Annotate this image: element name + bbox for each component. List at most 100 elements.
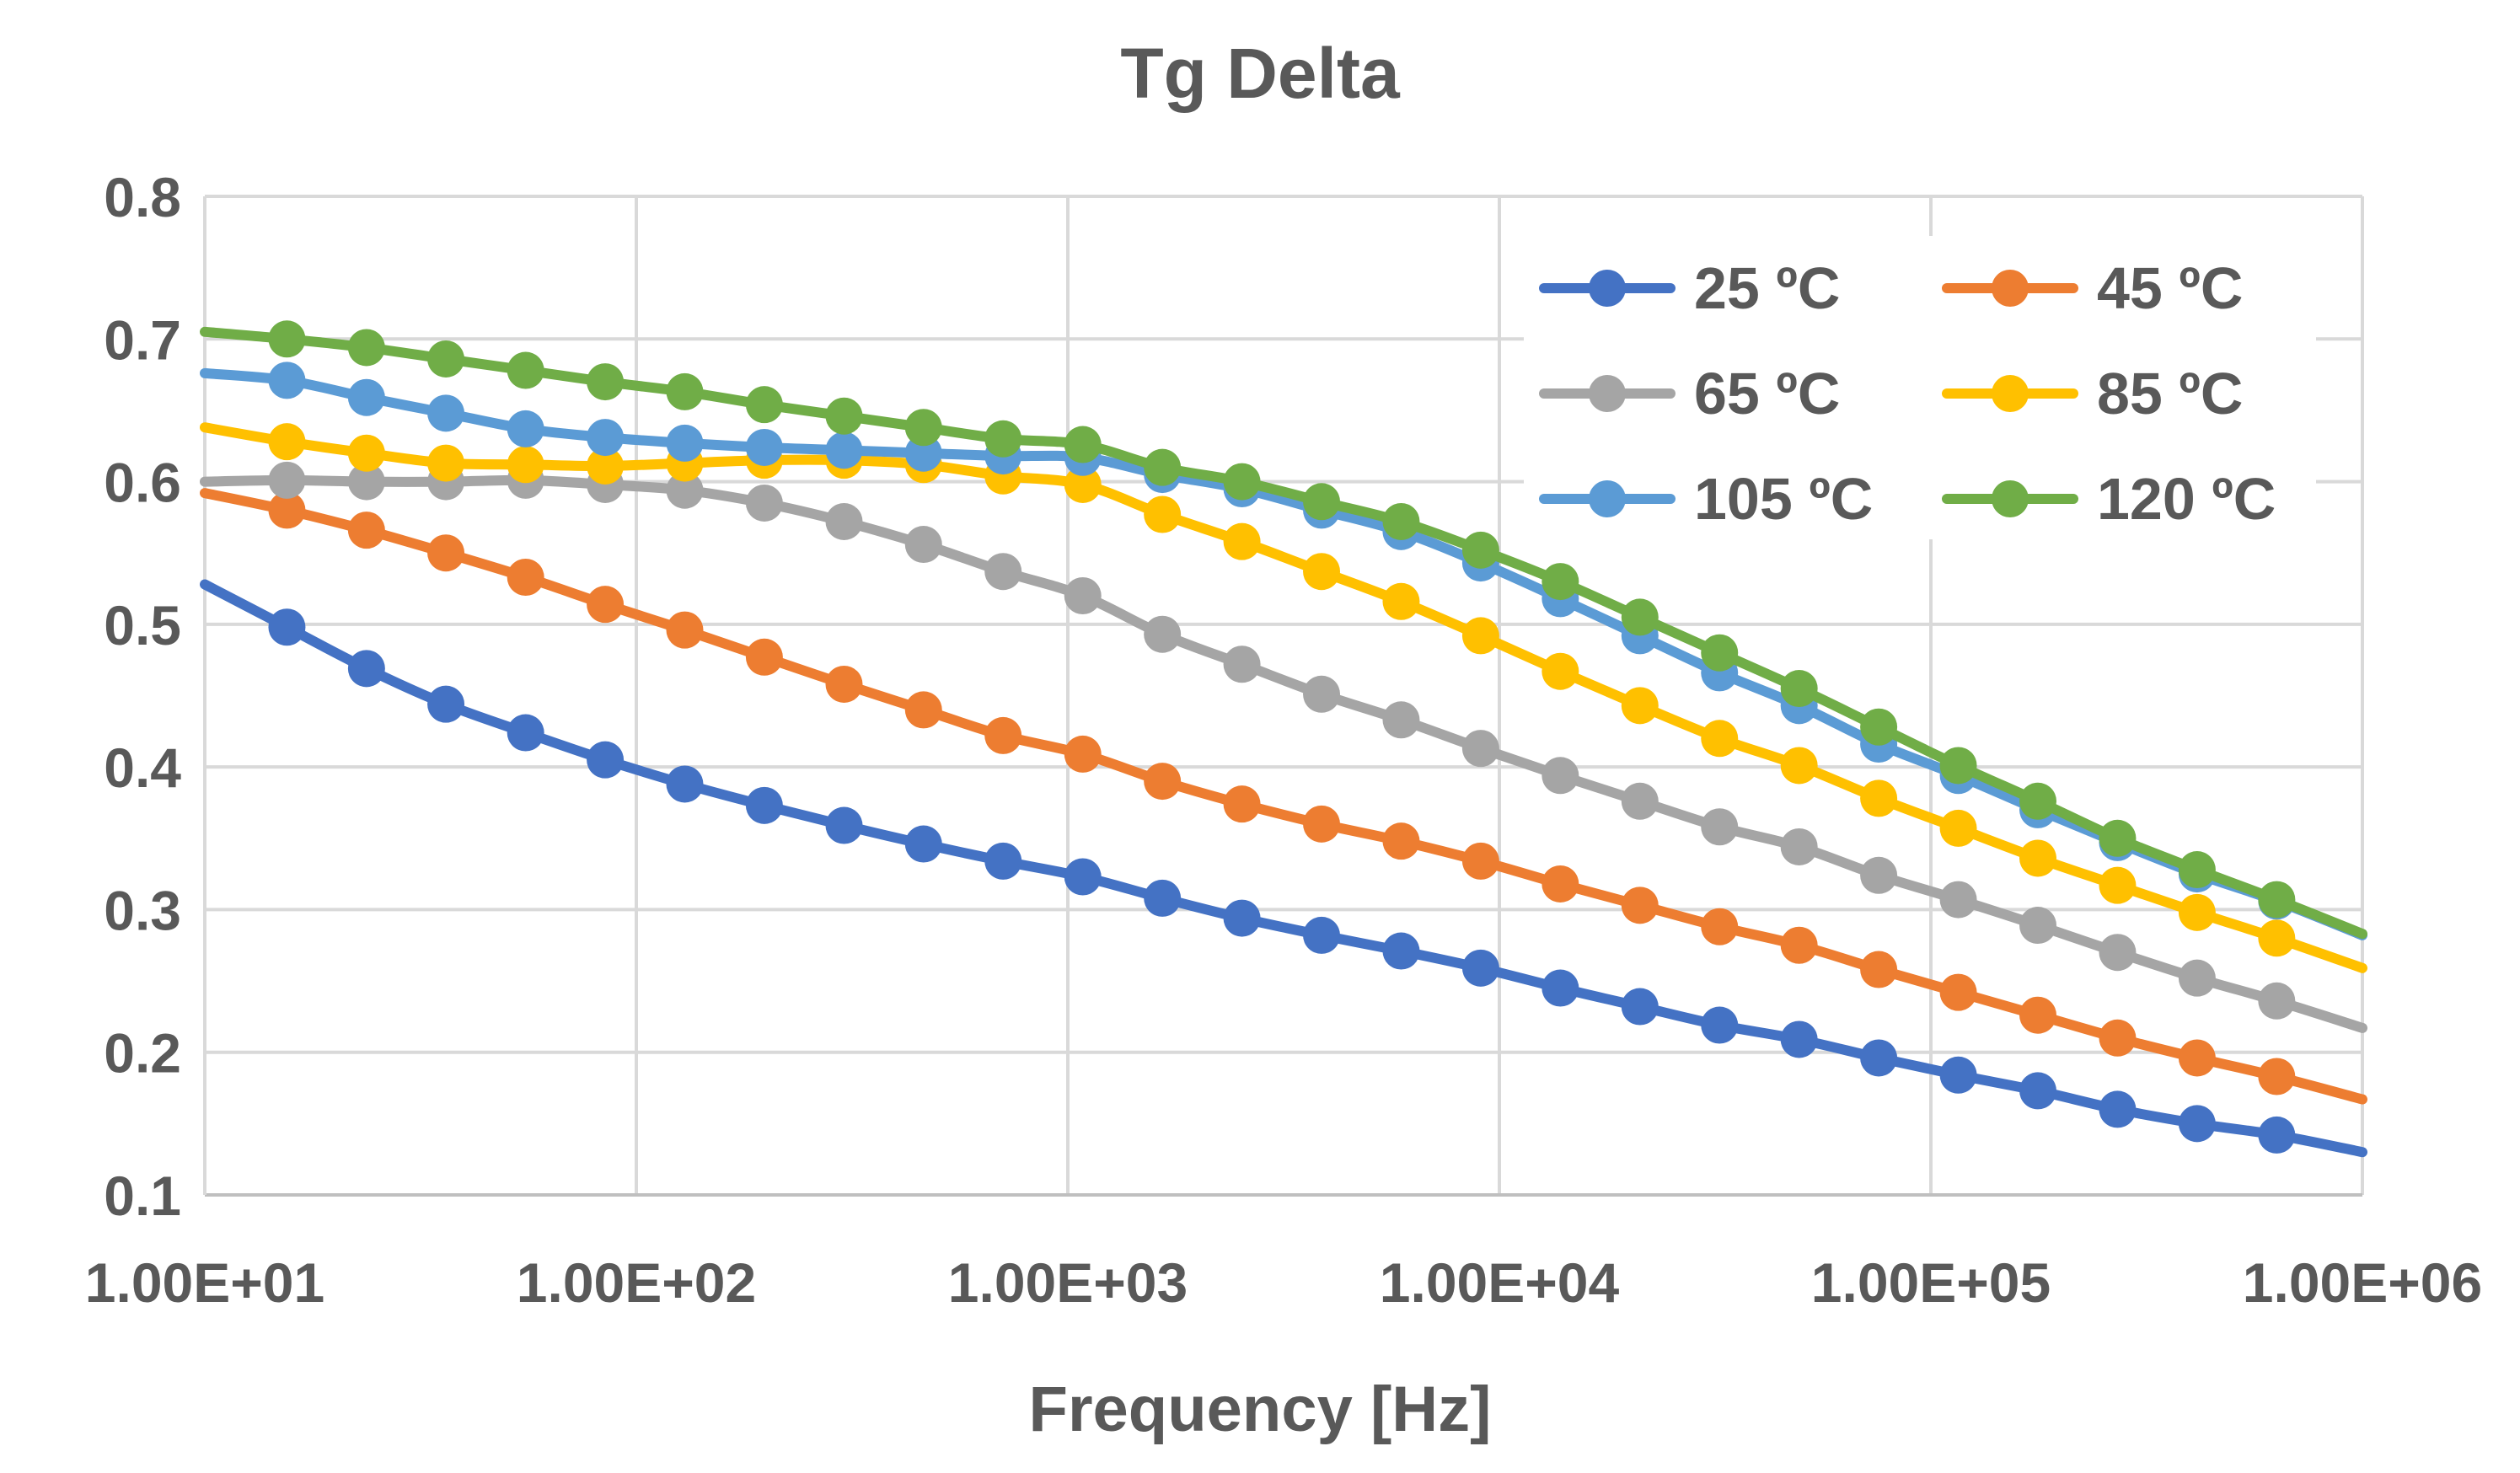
data-point [1064, 577, 1102, 614]
data-point [2178, 959, 2216, 997]
data-point [268, 491, 306, 529]
data-point [507, 446, 544, 484]
data-point [2019, 839, 2056, 877]
data-point [1939, 809, 1977, 847]
legend: 25 ºC 45 ºC 65 ºC 85 ºC 105 ºC 120 ºC [1524, 236, 2316, 539]
legend-item: 120 ºC [1942, 466, 2276, 532]
series-45c [200, 488, 2367, 1105]
x-tick-label: 1.00E+04 [1380, 1251, 1620, 1314]
data-point [1461, 730, 1499, 768]
data-point [904, 434, 942, 472]
data-point [745, 428, 783, 466]
data-point [1541, 969, 1579, 1007]
data-point [2258, 919, 2296, 957]
data-point [2099, 1090, 2137, 1128]
legend-swatch-marker [1589, 270, 1626, 307]
legend-item: 45 ºC [1942, 255, 2243, 321]
legend-swatch-marker [1589, 480, 1626, 517]
data-point [1461, 617, 1499, 655]
legend-label: 85 ºC [2097, 361, 2243, 426]
legend-swatch-marker [1992, 270, 2029, 307]
data-point [2099, 934, 2137, 972]
data-point [2178, 851, 2216, 889]
data-point [1860, 708, 1898, 746]
data-point [587, 419, 625, 457]
data-point [1223, 785, 1261, 823]
data-point [1144, 615, 1182, 653]
legend-swatch-marker [1992, 375, 2029, 412]
series-65c [200, 461, 2367, 1033]
y-tick-label: 0.1 [104, 1165, 181, 1227]
data-point [1223, 522, 1261, 560]
data-point [2258, 1058, 2296, 1095]
data-point [1621, 988, 1659, 1026]
data-point [587, 586, 625, 624]
legend-label: 105 ºC [1694, 466, 1873, 532]
data-point [427, 394, 465, 432]
data-point [1939, 973, 1977, 1011]
data-point [427, 685, 465, 723]
data-point [745, 786, 783, 824]
data-point [1303, 483, 1341, 521]
y-tick-label: 0.4 [104, 736, 181, 799]
data-point [984, 553, 1022, 591]
data-point [1701, 808, 1739, 846]
data-point [268, 362, 306, 399]
y-tick-label: 0.2 [104, 1022, 181, 1085]
data-point [2099, 819, 2137, 857]
data-point [825, 806, 863, 844]
series-25c [200, 579, 2367, 1158]
legend-item: 25 ºC [1539, 255, 1840, 321]
data-point [984, 716, 1022, 754]
y-tick-label: 0.6 [104, 452, 181, 514]
data-point [904, 526, 942, 564]
data-point [347, 650, 385, 688]
x-axis-title: Frequency [Hz] [1029, 1374, 1492, 1445]
data-point [1860, 1039, 1898, 1077]
legend-swatch-marker [1992, 480, 2029, 517]
data-point [1064, 426, 1102, 463]
data-point [1780, 1020, 1818, 1058]
data-point [666, 424, 704, 462]
axes [203, 196, 2362, 1197]
data-point [666, 765, 704, 803]
data-point [1621, 782, 1659, 820]
data-point [347, 434, 385, 472]
series-120c [200, 320, 2367, 940]
legend-label: 120 ºC [2097, 466, 2276, 532]
data-point [1144, 879, 1182, 917]
data-point [507, 714, 544, 752]
data-point [1064, 465, 1102, 503]
data-point [745, 386, 783, 424]
data-point [1303, 916, 1341, 954]
data-point [2178, 893, 2216, 931]
data-point [2258, 881, 2296, 919]
data-point [1144, 763, 1182, 801]
x-tick-label: 1.00E+03 [948, 1251, 1188, 1314]
data-point [347, 463, 385, 501]
data-point [1541, 652, 1579, 690]
data-point [1064, 735, 1102, 773]
x-tick-label: 1.00E+06 [2243, 1251, 2482, 1314]
data-point [2258, 982, 2296, 1020]
data-point [745, 638, 783, 676]
data-point [1144, 495, 1182, 533]
series-85c [200, 422, 2367, 973]
data-point [507, 558, 544, 596]
data-point [825, 665, 863, 703]
data-point [1780, 670, 1818, 708]
data-point [1541, 563, 1579, 601]
data-point [1461, 949, 1499, 987]
data-point [1860, 856, 1898, 894]
data-point [347, 378, 385, 416]
data-point [1780, 828, 1818, 865]
data-point [984, 842, 1022, 880]
data-point [507, 410, 544, 447]
data-point [347, 329, 385, 367]
data-point [2099, 866, 2137, 904]
data-point [268, 423, 306, 461]
data-point [1621, 598, 1659, 636]
series-layer [200, 320, 2367, 1158]
data-point [1382, 932, 1420, 970]
data-point [984, 420, 1022, 458]
